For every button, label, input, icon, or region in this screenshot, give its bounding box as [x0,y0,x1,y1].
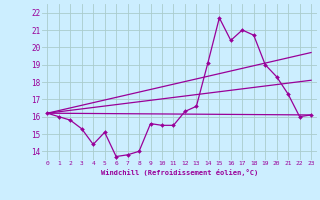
X-axis label: Windchill (Refroidissement éolien,°C): Windchill (Refroidissement éolien,°C) [100,169,258,176]
